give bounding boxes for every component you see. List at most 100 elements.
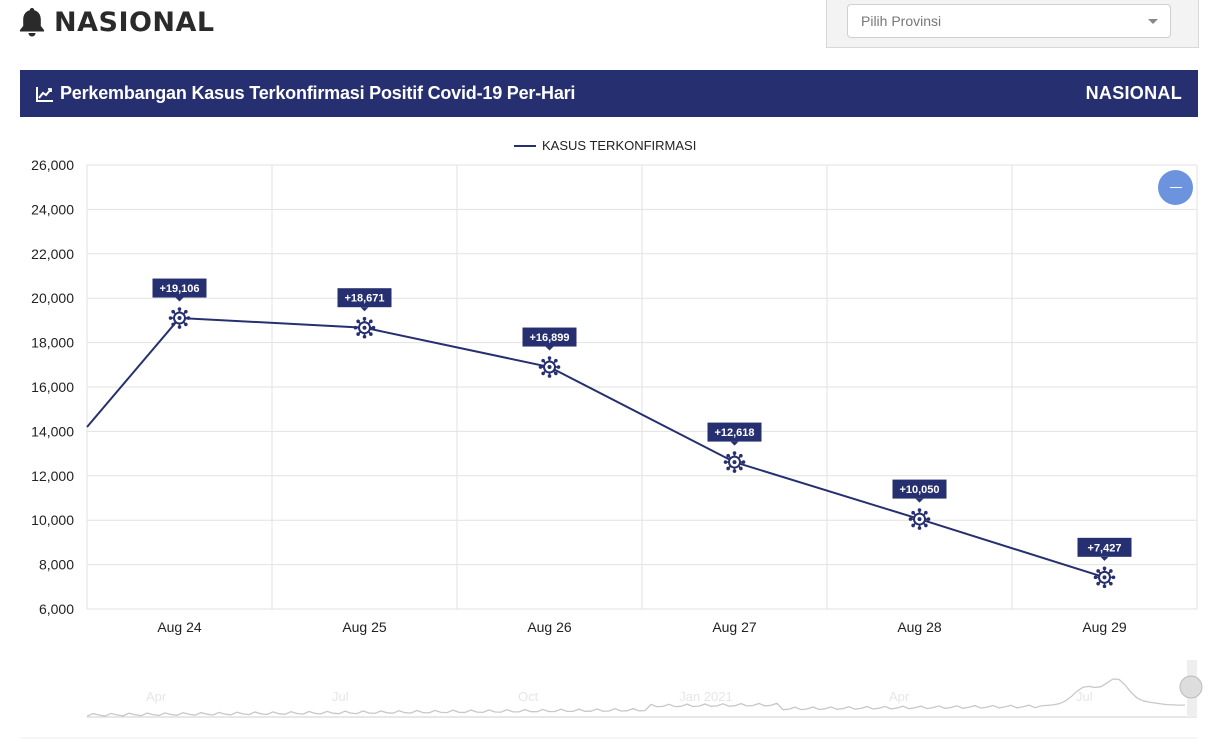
virus-core bbox=[177, 316, 182, 321]
page-title: NASIONAL bbox=[54, 6, 215, 38]
data-label-text: +12,618 bbox=[714, 427, 754, 439]
virus-spike-tip bbox=[1109, 569, 1113, 573]
virus-core bbox=[362, 325, 367, 330]
chart-header-left: Perkembangan Kasus Terkonfirmasi Positif… bbox=[36, 83, 575, 104]
navigator-label: Apr bbox=[146, 689, 167, 704]
virus-spike-tip bbox=[911, 510, 915, 515]
virus-spike-tip bbox=[371, 325, 376, 330]
data-label-box bbox=[707, 422, 762, 442]
virus-spike-tip bbox=[1102, 566, 1107, 571]
data-label-text: +18,671 bbox=[344, 293, 384, 305]
virus-spike-tip bbox=[556, 365, 561, 369]
series-line bbox=[86, 317, 1105, 579]
y-tick-label: 14,000 bbox=[31, 423, 74, 439]
x-axis: Aug 24 Aug 25 Aug 26 Aug 27 Aug 28 Aug 29 bbox=[157, 619, 1127, 635]
data-label: +12,618 bbox=[707, 422, 762, 446]
virus-spike-tip bbox=[356, 319, 360, 324]
virus-spike-tip bbox=[1111, 575, 1116, 580]
line-chart-icon bbox=[36, 86, 53, 102]
virus-icon bbox=[538, 356, 561, 378]
virus-spike-tip bbox=[1109, 581, 1113, 586]
y-tick-label: 10,000 bbox=[31, 512, 74, 528]
data-label-text: +10,050 bbox=[899, 484, 939, 496]
data-label-pointer bbox=[1100, 556, 1109, 561]
virus-spike-tip bbox=[1096, 581, 1100, 586]
x-tick-label: Aug 28 bbox=[897, 619, 942, 635]
y-tick-label: 20,000 bbox=[31, 290, 74, 306]
virus-spike-tip bbox=[356, 332, 360, 336]
chart-header-bar: Perkembangan Kasus Terkonfirmasi Positif… bbox=[20, 70, 1198, 117]
page-header: NASIONAL bbox=[18, 6, 215, 38]
navigator-series bbox=[86, 678, 1185, 717]
data-label-box bbox=[892, 479, 947, 499]
province-select[interactable]: Pilih Provinsi bbox=[847, 4, 1171, 38]
y-tick-label: 6,000 bbox=[39, 601, 74, 617]
y-tick-label: 12,000 bbox=[31, 468, 74, 484]
virus-spike-tip bbox=[739, 466, 743, 471]
virus-spike-tip bbox=[541, 371, 545, 376]
virus-spike-tip bbox=[171, 309, 175, 314]
virus-spike-tip bbox=[184, 322, 188, 327]
chevron-down-icon bbox=[1148, 19, 1158, 24]
virus-core bbox=[547, 365, 552, 370]
virus-spike-tip bbox=[1102, 584, 1107, 589]
chart-navigator[interactable]: Apr Jul Oct Jan 2021 Apr Jul bbox=[20, 660, 1203, 739]
bell-icon bbox=[20, 8, 44, 37]
chart-grid bbox=[86, 164, 1198, 610]
navigator-label: Jul bbox=[332, 689, 349, 704]
virus-spike-tip bbox=[547, 374, 552, 378]
virus-core bbox=[1102, 575, 1107, 580]
x-tick-label: Aug 24 bbox=[157, 619, 202, 635]
data-label: +10,050 bbox=[892, 479, 947, 503]
zoom-out-icon bbox=[1169, 186, 1182, 189]
data-label-pointer bbox=[175, 297, 184, 302]
virus-spike-tip bbox=[186, 316, 191, 320]
chart-legend[interactable]: KASUS TERKONFIRMASI bbox=[514, 138, 696, 153]
x-tick-label: Aug 27 bbox=[712, 619, 757, 635]
data-label-pointer bbox=[915, 498, 924, 503]
y-tick-label: 26,000 bbox=[31, 157, 74, 173]
virus-spike-tip bbox=[538, 365, 543, 369]
data-label-text: +16,899 bbox=[529, 332, 569, 344]
legend-label: KASUS TERKONFIRMASI bbox=[542, 138, 696, 153]
virus-spike-tip bbox=[369, 332, 373, 336]
data-label-pointer bbox=[730, 441, 739, 446]
data-label-box bbox=[152, 278, 207, 298]
virus-spike-tip bbox=[362, 334, 367, 339]
data-label: +18,671 bbox=[337, 288, 392, 312]
virus-spike-tip bbox=[723, 460, 728, 464]
virus-spike-tip bbox=[353, 325, 358, 330]
chart: KASUS TERKONFIRMASI 6,000 8,000 10,000 12,0… bbox=[20, 138, 1203, 739]
virus-spike-tip bbox=[547, 356, 552, 360]
data-label-text: +19,106 bbox=[159, 283, 199, 295]
data-label-box bbox=[1077, 537, 1132, 557]
series-path bbox=[86, 317, 1105, 579]
virus-core bbox=[732, 460, 737, 465]
y-axis: 6,000 8,000 10,000 12,000 14,000 16,000 18,000… bbox=[31, 157, 74, 617]
navigator-background bbox=[87, 660, 1197, 717]
zoom-out-button[interactable] bbox=[1158, 170, 1193, 205]
navigator-label: Jan 2021 bbox=[679, 689, 733, 704]
y-tick-label: 24,000 bbox=[31, 201, 74, 217]
virus-spike-tip bbox=[554, 358, 558, 363]
virus-spike-tip bbox=[908, 517, 913, 521]
chart-header-region: NASIONAL bbox=[1085, 83, 1182, 103]
virus-spike-tip bbox=[739, 453, 743, 458]
data-label: +7,427 bbox=[1077, 537, 1132, 561]
virus-core bbox=[917, 517, 922, 522]
y-tick-label: 8,000 bbox=[39, 557, 74, 573]
x-tick-label: Aug 26 bbox=[527, 619, 572, 635]
data-label: +19,106 bbox=[152, 278, 207, 302]
virus-spike-tip bbox=[917, 526, 922, 530]
virus-spike-tip bbox=[171, 322, 175, 327]
virus-spike-tip bbox=[741, 460, 746, 464]
province-filter-panel: Pilih Provinsi bbox=[826, 0, 1199, 48]
virus-spike-tip bbox=[926, 517, 931, 521]
virus-spike-tip bbox=[732, 469, 737, 473]
virus-spike-tip bbox=[184, 309, 188, 314]
virus-spike-tip bbox=[1096, 569, 1100, 573]
data-label-text: +7,427 bbox=[1088, 542, 1122, 554]
navigator-handle bbox=[1179, 675, 1203, 699]
series-markers bbox=[168, 307, 1116, 589]
navigator-label: Oct bbox=[518, 689, 539, 704]
